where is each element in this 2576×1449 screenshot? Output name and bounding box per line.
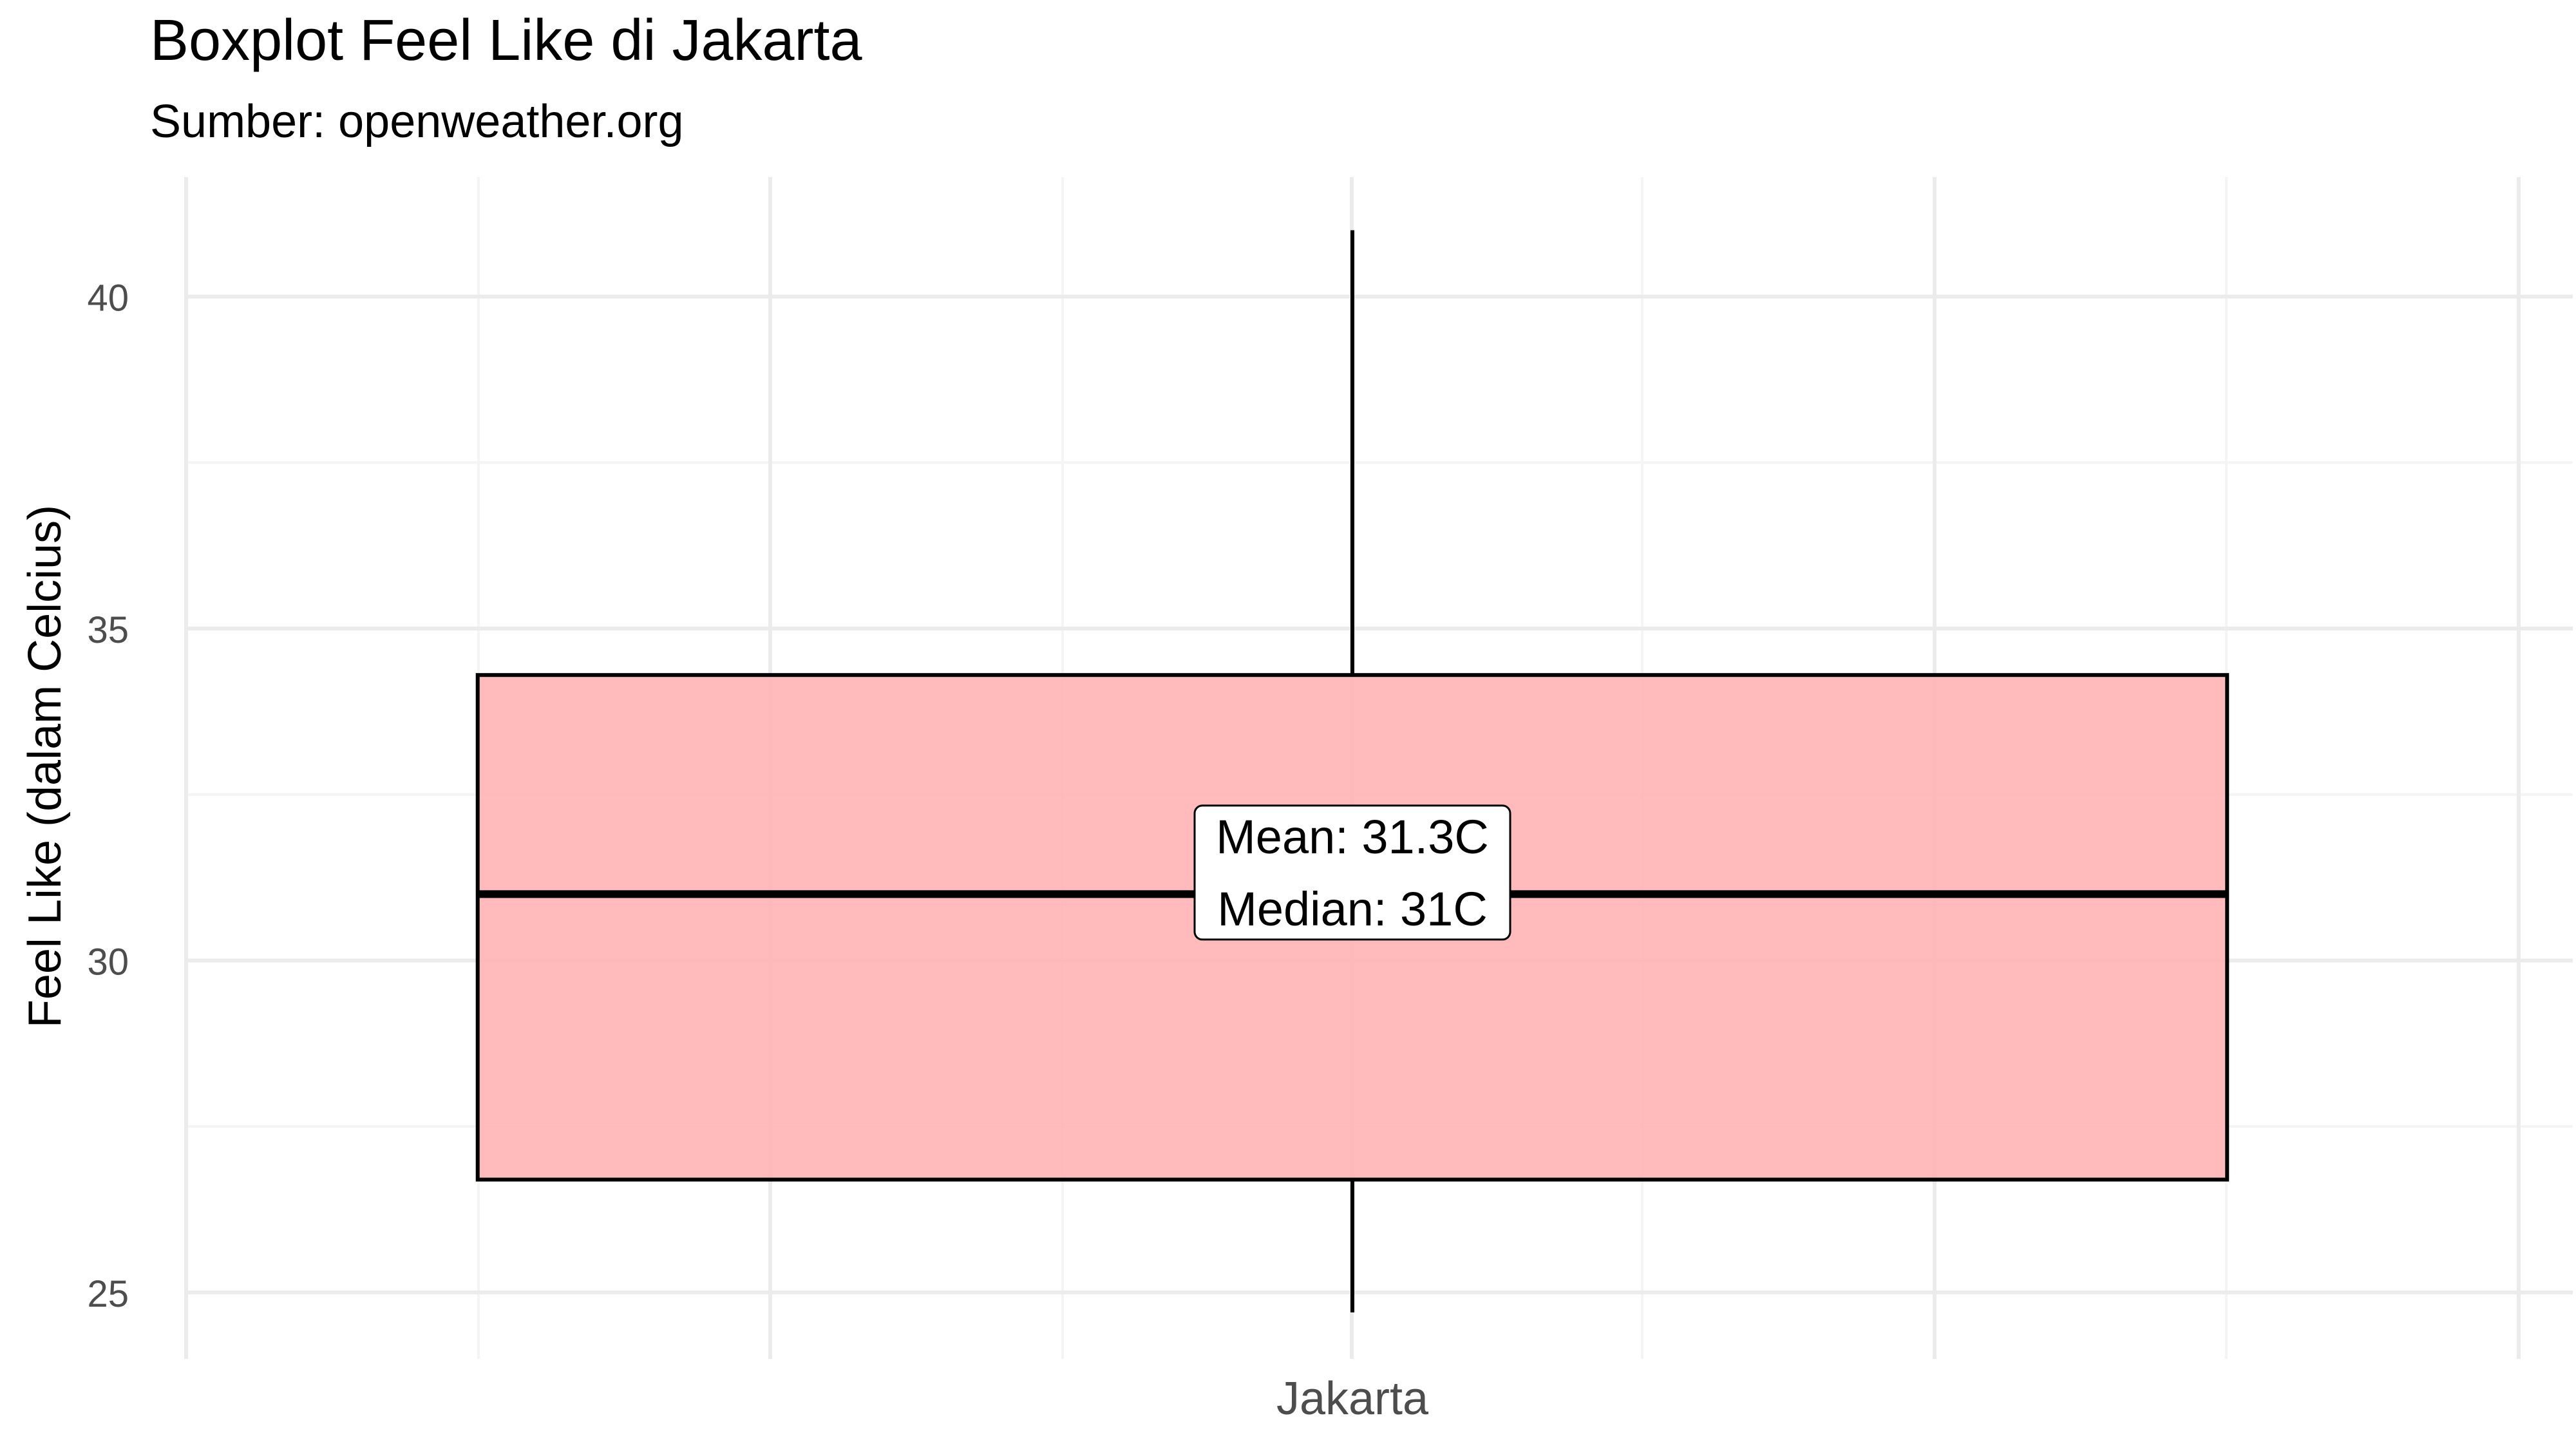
annotation-mean-text: Mean: 31.3C xyxy=(1216,810,1489,864)
y-axis-title: Feel Like (dalam Celcius) xyxy=(19,505,71,1028)
annotation-median-text: Median: 31C xyxy=(1217,882,1488,936)
box-layer xyxy=(475,230,2230,1312)
y-tick-label: 25 xyxy=(87,1273,129,1315)
annotation-box xyxy=(1193,804,1511,941)
y-tick-label: 30 xyxy=(87,941,129,983)
tick-label-layer: 25 30 35 40 Jakarta xyxy=(87,278,1429,1425)
x-tick-label: Jakarta xyxy=(1276,1373,1429,1425)
y-tick-label: 40 xyxy=(87,278,129,319)
mean-median-annotation: Mean: 31.3C Median: 31C xyxy=(1193,804,1511,941)
chart-title: Boxplot Feel Like di Jakarta xyxy=(150,8,863,73)
chart-subtitle: Sumber: openweather.org xyxy=(150,96,684,147)
y-tick-label: 35 xyxy=(87,609,129,651)
